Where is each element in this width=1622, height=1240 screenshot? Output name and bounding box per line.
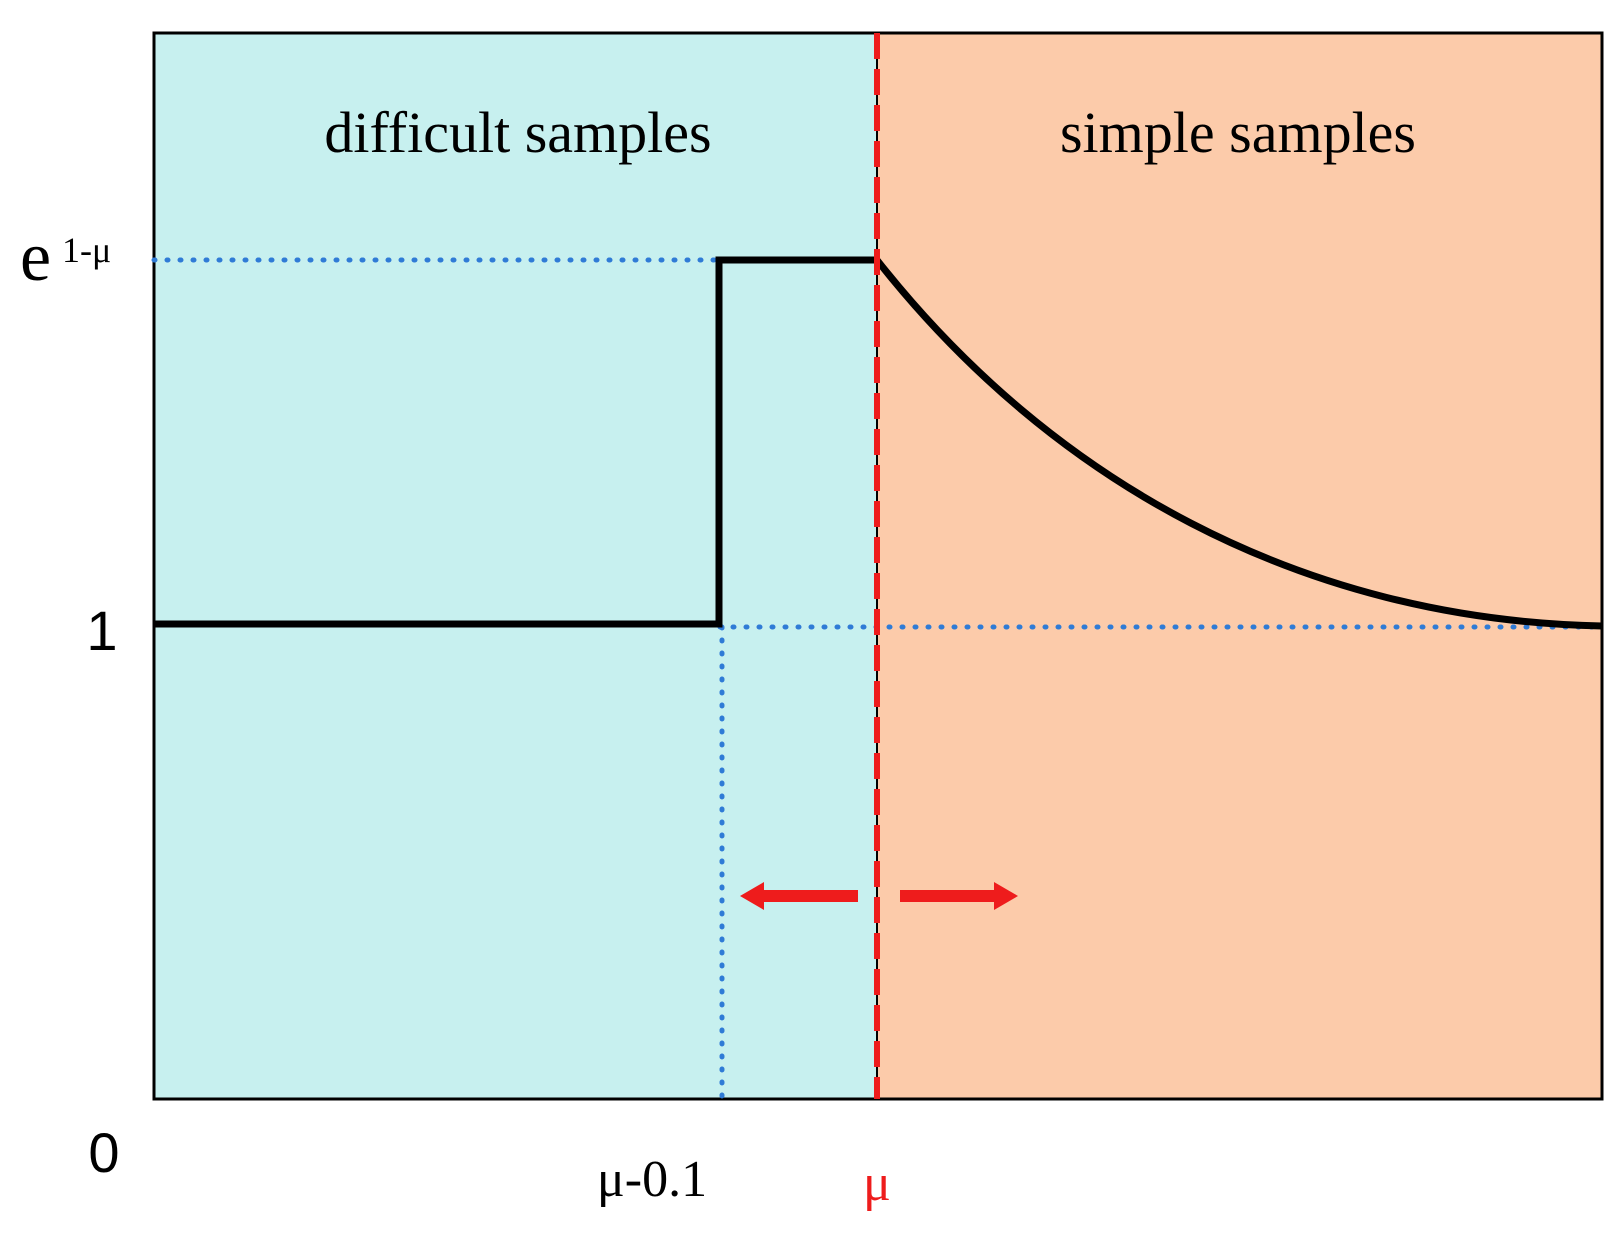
arrows (740, 882, 1018, 910)
y-label: e (20, 219, 51, 296)
weight-curve (154, 256, 1603, 630)
y-label-exponent: 1-μ (62, 230, 111, 270)
y-label: 1 (86, 599, 117, 662)
simple-region (877, 33, 1602, 1099)
region-label: difficult samples (324, 100, 711, 165)
difficult-region (154, 33, 877, 1099)
region-label: simple samples (1060, 100, 1416, 165)
arrow-left-head (740, 882, 764, 910)
y-label: 0 (88, 1121, 119, 1184)
x-label-mu: μ (863, 1155, 891, 1212)
arrow-right-head (994, 882, 1018, 910)
x-label: μ-0.1 (597, 1151, 707, 1208)
